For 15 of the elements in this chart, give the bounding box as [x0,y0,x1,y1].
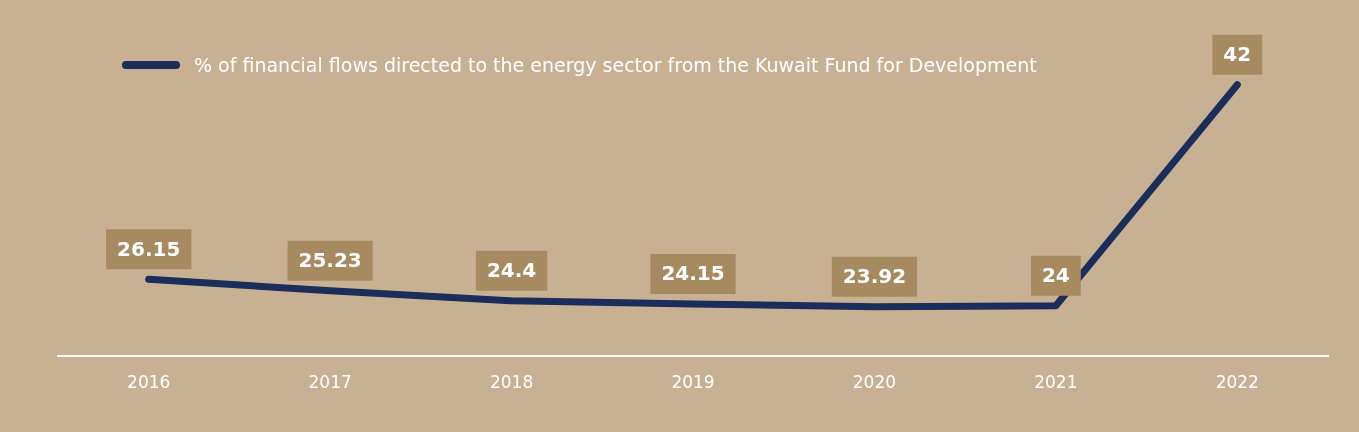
x-tick-label: 2021 [1034,372,1078,393]
x-tick-label: 2022 [1215,372,1259,393]
data-label: 24 [1041,262,1070,287]
x-tick-label: 2020 [852,372,897,393]
data-label: 24.4 [486,258,537,283]
x-tick-label: 2017 [308,372,352,393]
x-tick-label: 2018 [489,372,534,393]
data-label: 25.23 [298,247,362,272]
legend-label: % of financial flows directed to the energy sector from the Kuwait Fund for Development [194,54,1037,76]
data-label: 26.15 [117,236,181,261]
data-label: 24.15 [661,261,725,286]
data-label: 42 [1223,41,1252,66]
x-tick-label: 2019 [671,372,715,393]
data-label: 23.92 [842,263,907,288]
x-tick-label: 2016 [127,372,171,393]
